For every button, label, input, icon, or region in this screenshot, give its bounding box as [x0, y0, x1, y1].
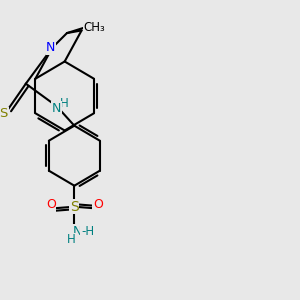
Text: N: N — [46, 41, 56, 54]
Text: N: N — [73, 225, 82, 238]
Text: -H: -H — [81, 225, 94, 238]
Text: S: S — [0, 107, 8, 120]
Text: H: H — [67, 233, 76, 246]
Text: S: S — [70, 200, 79, 214]
Text: CH₃: CH₃ — [83, 21, 105, 34]
Text: H: H — [60, 97, 68, 110]
Text: O: O — [93, 198, 103, 211]
Text: N: N — [52, 102, 62, 115]
Text: O: O — [46, 198, 56, 211]
